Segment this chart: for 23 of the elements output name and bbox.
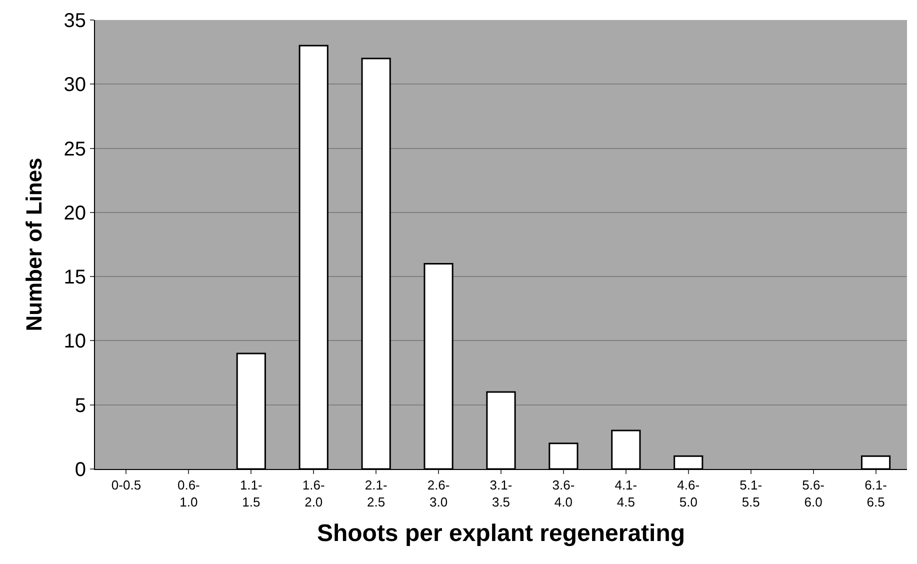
x-tick-label: 1.6- 2.0 — [302, 478, 325, 510]
x-axis-title: Shoots per explant regenerating — [316, 520, 686, 547]
y-tick-label: 10 — [64, 330, 86, 353]
y-tick-label: 5 — [74, 394, 86, 417]
y-tick-label: 35 — [64, 10, 86, 32]
x-tick-label: 0.6- 1.0 — [177, 478, 200, 510]
y-tick-label: 25 — [64, 138, 86, 160]
y-axis-title: Number of Lines — [22, 158, 47, 332]
y-tick-label: 20 — [64, 202, 86, 224]
x-tick-label: 3.1- 3.5 — [490, 478, 512, 510]
x-tick-label: 4.1- 4.5 — [614, 478, 638, 510]
x-tick-label: 0-0.5 — [111, 478, 142, 493]
x-tick-label: 3.6- 4.0 — [552, 478, 575, 510]
y-tick-label: 15 — [64, 266, 86, 289]
x-tick-label: 6.1- 6.5 — [864, 478, 887, 510]
x-tick-label: 2.1- 2.5 — [364, 478, 388, 510]
x-tick-label: 1.1- 1.5 — [240, 478, 262, 510]
x-tick-label: 4.6- 5.0 — [677, 478, 700, 510]
x-tick-label: 5.6- 6.0 — [802, 478, 825, 510]
x-tick-label: 5.1- 5.5 — [740, 478, 762, 510]
y-tick-label: 30 — [64, 74, 86, 96]
y-tick-label: 0 — [74, 459, 86, 481]
x-tick-label: 2.6- 3.0 — [427, 478, 450, 510]
